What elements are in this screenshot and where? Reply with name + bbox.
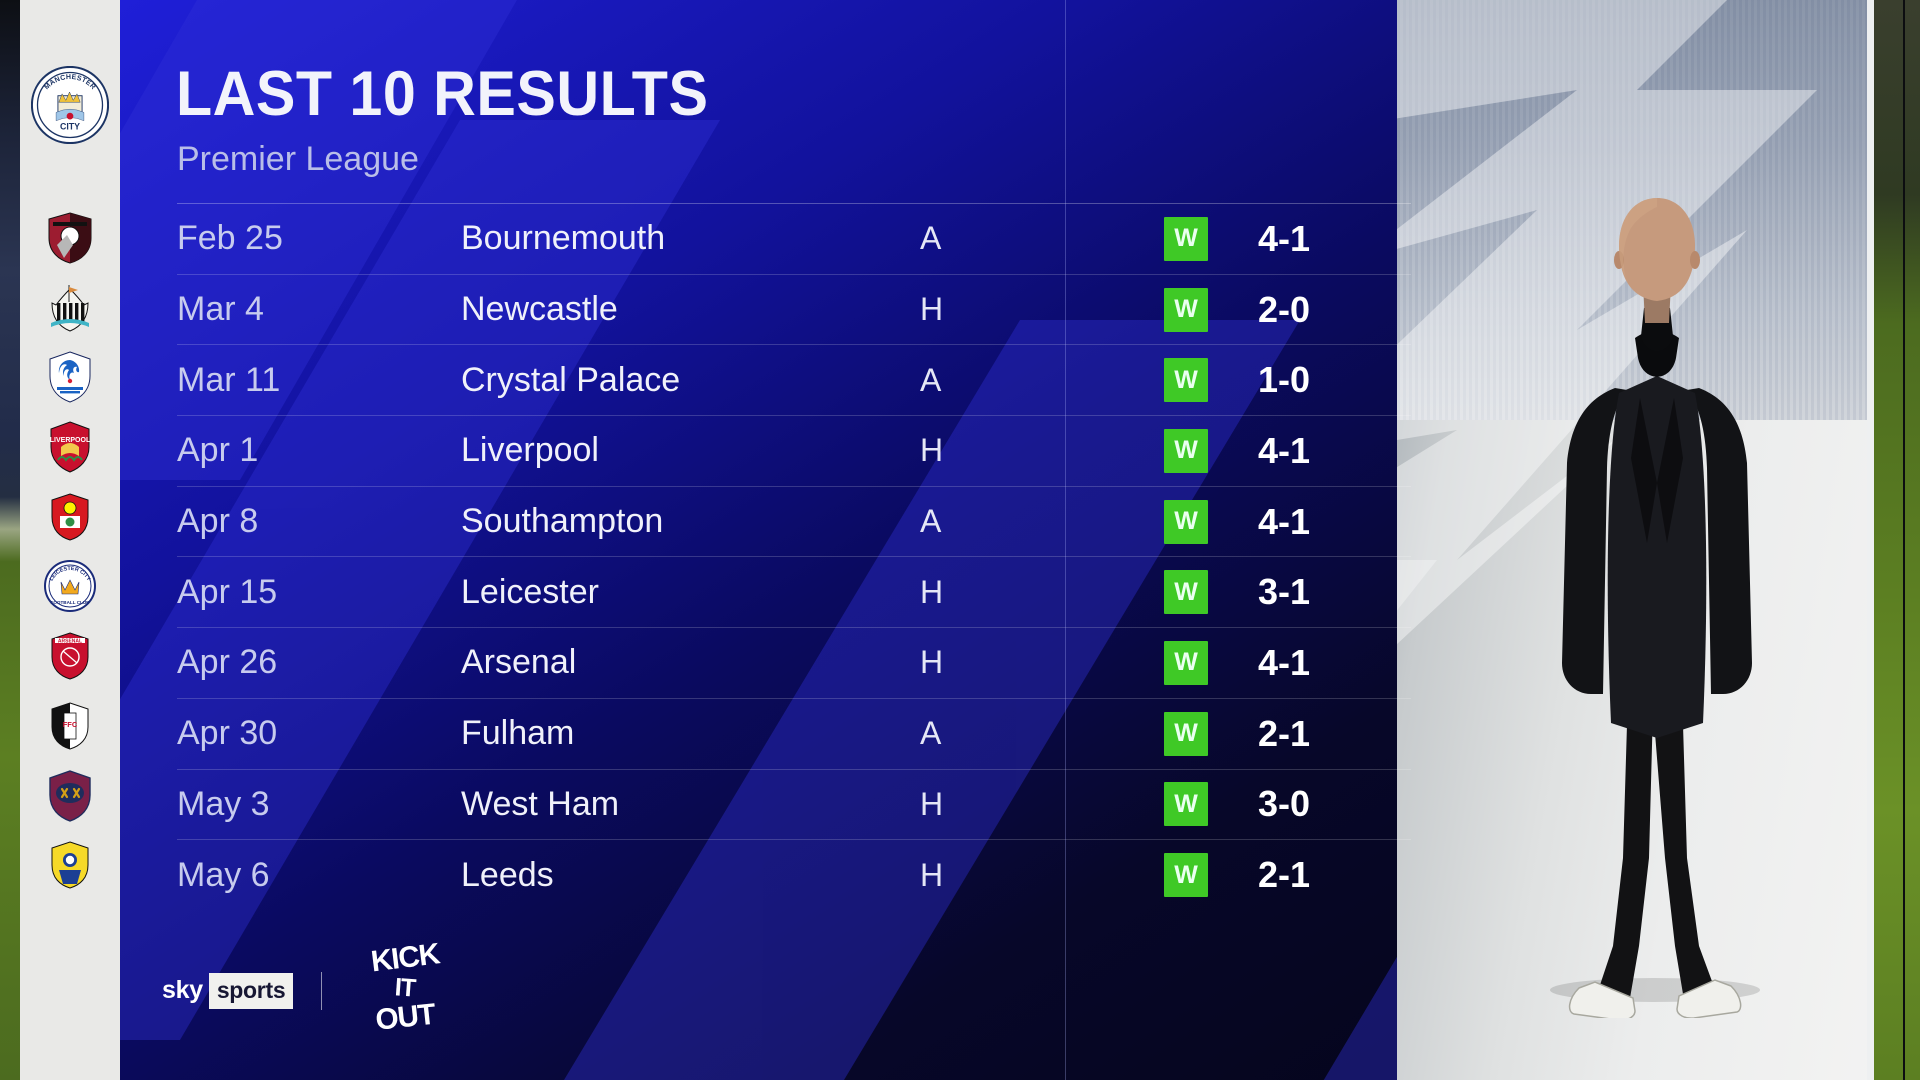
svg-text:IT: IT	[394, 973, 418, 1002]
svg-text:LIVERPOOL: LIVERPOOL	[50, 437, 91, 444]
svg-text:KICK: KICK	[370, 937, 443, 978]
svg-text:FFC: FFC	[63, 720, 78, 729]
svg-text:ARSENAL: ARSENAL	[58, 639, 82, 645]
svg-text:OUT: OUT	[374, 997, 437, 1036]
svg-text:FOOTBALL CLUB: FOOTBALL CLUB	[51, 600, 91, 605]
svg-text:CITY: CITY	[60, 122, 80, 132]
